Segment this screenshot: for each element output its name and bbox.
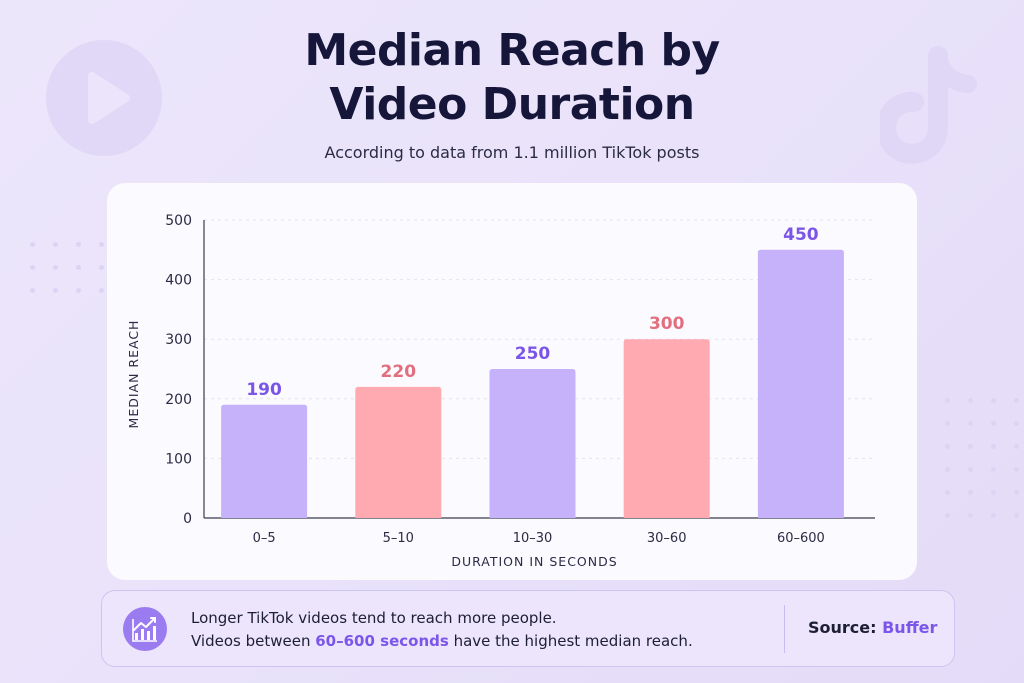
data-label: 220 — [381, 362, 417, 382]
bar-chart: 0 100 200 300 400 500 190 0–5 220 5–10 250 10–30 300… — [126, 213, 875, 569]
chart-card: 0 100 200 300 400 500 190 0–5 220 5–10 250 10–30 300… — [107, 183, 917, 580]
callout-line-2-suffix: have the highest median reach. — [448, 632, 693, 650]
x-tick-label: 5–10 — [383, 531, 414, 546]
decorative-dots-right — [945, 398, 1019, 518]
insight-callout: Longer TikTok videos tend to reach more … — [101, 590, 955, 667]
tiktok-logo-icon — [876, 46, 980, 176]
data-label: 450 — [783, 225, 819, 245]
callout-line-2: Videos between 60–600 seconds have the h… — [191, 630, 693, 653]
x-tick-label: 0–5 — [253, 531, 276, 546]
callout-line-2-prefix: Videos between — [191, 632, 316, 650]
source-credit: Source: Buffer — [808, 618, 937, 637]
data-label: 300 — [649, 314, 685, 334]
x-tick-label: 60–600 — [777, 531, 825, 546]
x-tick-label: 30–60 — [647, 531, 687, 546]
callout-text: Longer TikTok videos tend to reach more … — [191, 607, 693, 653]
bar — [623, 339, 710, 518]
callout-divider — [784, 605, 785, 653]
bar — [489, 369, 576, 518]
title-line-2: Video Duration — [329, 79, 695, 130]
y-tick-label: 500 — [165, 213, 192, 229]
data-label: 190 — [246, 380, 282, 400]
callout-line-1: Longer TikTok videos tend to reach more … — [191, 609, 557, 627]
callout-highlight: 60–600 seconds — [315, 632, 449, 650]
play-icon — [46, 40, 162, 156]
bar — [355, 386, 442, 518]
y-tick-label: 0 — [183, 511, 192, 527]
y-tick-label: 400 — [165, 273, 192, 289]
source-label: Source: — [808, 618, 883, 637]
decorative-dots-left — [30, 242, 104, 293]
title-line-1: Median Reach by — [304, 25, 720, 76]
source-name: Buffer — [882, 618, 938, 637]
data-label: 250 — [515, 344, 551, 364]
chart-title: Median Reach by Video Duration — [0, 24, 1024, 132]
chart-subtitle: According to data from 1.1 million TikTo… — [324, 143, 700, 162]
y-tick-label: 300 — [165, 332, 192, 348]
trend-chart-icon — [123, 607, 167, 651]
x-tick-label: 10–30 — [513, 531, 553, 546]
x-axis-title: DURATION IN SECONDS — [451, 554, 617, 569]
y-tick-label: 200 — [165, 392, 192, 408]
bar — [221, 404, 308, 518]
y-axis-title: MEDIAN REACH — [126, 320, 141, 429]
bar — [757, 249, 844, 519]
y-tick-label: 100 — [165, 451, 192, 467]
